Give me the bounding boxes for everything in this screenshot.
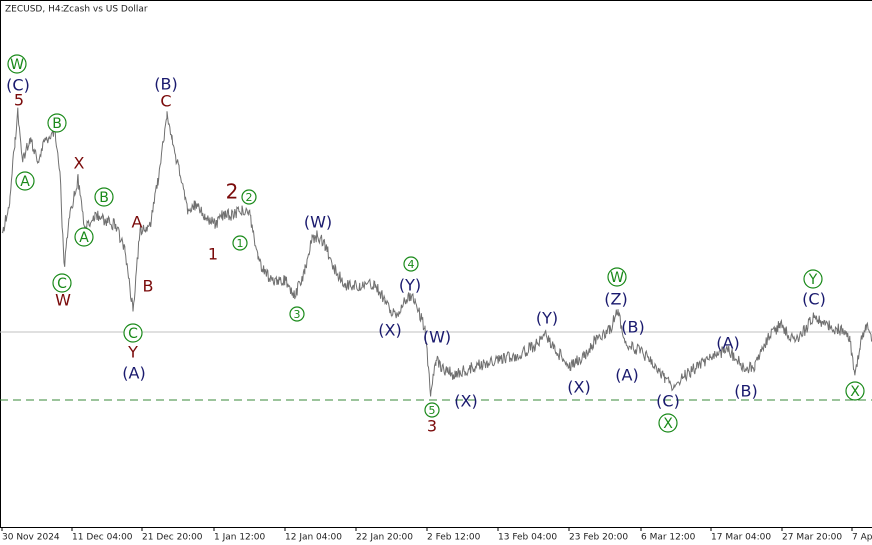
wave-label: (B) <box>734 382 757 401</box>
wave-label: 4 <box>408 258 415 271</box>
wave-label: W <box>55 291 71 310</box>
x-tick-label: 27 Mar 20:00 <box>782 533 842 543</box>
wave-label: (B) <box>621 318 644 337</box>
wave-circle <box>607 267 627 287</box>
wave-label: A <box>132 213 143 232</box>
wave-label: 1 <box>237 237 244 250</box>
wave-circle <box>289 306 305 322</box>
wave-label: B <box>99 190 109 206</box>
wave-circle <box>94 187 114 207</box>
x-tick-label: 23 Feb 20:00 <box>569 533 628 543</box>
wave-label: B <box>52 116 62 132</box>
price-series <box>1 107 872 397</box>
wave-label: 3 <box>294 308 301 321</box>
wave-label: 5 <box>14 91 24 110</box>
wave-label: (X) <box>454 392 477 411</box>
wave-label: W <box>10 57 24 73</box>
wave-label: C <box>160 92 171 111</box>
x-tick-label: 6 Mar 12:00 <box>641 533 696 543</box>
wave-label: W <box>610 270 624 286</box>
x-tick-label: 2 Feb 12:00 <box>427 533 481 543</box>
wave-label: (W) <box>304 213 332 232</box>
x-tick-label: 30 Nov 2024 <box>2 533 60 543</box>
wave-circle <box>803 269 823 289</box>
x-tick-label: 1 Jan 12:00 <box>214 533 266 543</box>
wave-label: (X) <box>567 378 590 397</box>
wave-label: (C) <box>802 290 826 309</box>
x-tick-label: 17 Mar 04:00 <box>711 533 771 543</box>
wave-circle <box>845 381 865 401</box>
x-tick-label: 13 Feb 04:00 <box>498 533 557 543</box>
wave-label: C <box>128 326 138 342</box>
wave-label: (B) <box>154 75 177 94</box>
wave-label: 2 <box>246 191 253 204</box>
wave-circle <box>403 256 419 272</box>
x-tick-label: 21 Dec 20:00 <box>142 533 203 543</box>
description: Zcash vs US Dollar <box>63 5 148 15</box>
wave-circle <box>123 323 143 343</box>
wave-circle <box>15 171 35 191</box>
wave-circle <box>232 235 248 251</box>
wave-circle <box>241 189 257 205</box>
wave-circle <box>74 227 94 247</box>
x-tick-label: 22 Jan 20:00 <box>356 533 413 543</box>
wave-circle <box>658 413 678 433</box>
wave-label: A <box>20 174 30 190</box>
wave-label: B <box>143 277 154 296</box>
symbol: ZECUSD, H4: <box>5 5 64 15</box>
wave-label: X <box>74 154 85 173</box>
wave-circle <box>47 113 67 133</box>
wave-label: X <box>663 416 673 432</box>
wave-label: 2 <box>226 180 239 204</box>
wave-label: 5 <box>429 404 436 417</box>
wave-label: X <box>850 384 860 400</box>
wave-label: C <box>57 276 67 292</box>
x-tick-label: 12 Jan 04:00 <box>285 533 342 543</box>
wave-label: (C) <box>656 392 680 411</box>
wave-label: (A) <box>122 364 145 383</box>
wave-circle <box>52 273 72 293</box>
x-tick-label: 7 Ap <box>852 533 872 543</box>
x-tick-label: 11 Dec 04:00 <box>72 533 133 543</box>
wave-label: 3 <box>427 417 437 436</box>
wave-label: (X) <box>378 321 401 340</box>
wave-label: A <box>79 230 89 246</box>
wave-label: (Z) <box>604 290 627 309</box>
wave-circle <box>424 402 440 418</box>
wave-label: Y <box>808 272 818 288</box>
chart-frame <box>0 0 872 528</box>
wave-label: Y <box>127 343 138 362</box>
wave-label: 1 <box>208 245 218 264</box>
wave-label: (Y) <box>399 276 421 295</box>
wave-label: (Y) <box>536 309 558 328</box>
wave-label: (A) <box>716 334 739 353</box>
wave-label: (C) <box>6 76 30 95</box>
wave-label: (W) <box>423 328 451 347</box>
wave-circle <box>7 54 27 74</box>
wave-label: (A) <box>615 366 638 385</box>
